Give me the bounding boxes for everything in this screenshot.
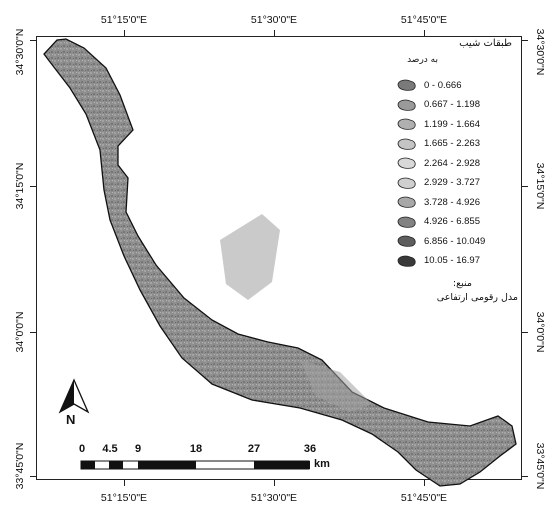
scale-tick-label: 36	[303, 443, 317, 455]
tick	[30, 40, 36, 41]
lat-label-left: 34°30'0"N	[14, 28, 26, 76]
legend-swatch	[396, 216, 418, 228]
tick	[30, 476, 36, 477]
legend-item: 2.929 - 3.727	[396, 176, 480, 190]
legend-subtitle: به درصد	[407, 55, 438, 65]
legend-source-text: مدل رقومی ارتفاعی	[436, 292, 518, 303]
legend-item: 10.05 - 16.97	[396, 254, 480, 268]
tick	[424, 30, 425, 36]
legend-item-label: 2.264 - 2.928	[424, 157, 480, 169]
lighter-terrain-patch	[300, 360, 372, 412]
tick	[522, 186, 528, 187]
tick	[274, 480, 275, 486]
north-arrow-icon	[58, 378, 90, 414]
lighter-terrain-patch	[220, 214, 280, 300]
north-letter: N	[66, 412, 76, 427]
legend-swatch	[396, 99, 418, 111]
scale-tick-label: 27	[247, 443, 261, 455]
legend-title: طبقات شیب	[459, 38, 512, 49]
legend-item-label: 6.856 - 10.049	[424, 235, 486, 247]
lon-label-bottom: 51°30'0"E	[250, 492, 298, 504]
tick	[30, 186, 36, 187]
lon-label-bottom: 51°45'0"E	[400, 492, 448, 504]
north-arrow: N	[56, 378, 92, 428]
scale-tick-label: 18	[189, 443, 203, 455]
tick	[274, 30, 275, 36]
scale-tick-label: 0	[78, 443, 86, 455]
tick	[124, 30, 125, 36]
legend-source-label: منبع:	[452, 278, 472, 289]
study-area-boundary	[43, 38, 517, 487]
legend-swatch	[396, 235, 418, 247]
legend-item-label: 3.728 - 4.926	[424, 196, 480, 208]
lat-label-left: 34°15'0"N	[14, 162, 26, 210]
legend-item: 1.665 - 2.263	[396, 137, 480, 151]
lon-label-top: 51°45'0"E	[400, 14, 448, 26]
legend-item-label: 1.199 - 1.664	[424, 118, 480, 130]
legend-swatch	[396, 177, 418, 189]
tick	[522, 40, 528, 41]
lon-label-bottom: 51°15'0"E	[100, 492, 148, 504]
lat-label-right: 34°15'0"N	[534, 162, 546, 210]
legend-item-label: 10.05 - 16.97	[424, 255, 480, 266]
legend-item: 4.926 - 6.855	[396, 215, 480, 229]
lat-label-left: 34°0'0"N	[14, 311, 26, 353]
legend-item-label: 4.926 - 6.855	[424, 216, 480, 227]
scale-tick-label: 4.5	[102, 443, 118, 455]
lat-label-right: 34°0'0"N	[534, 311, 546, 353]
legend-item: 3.728 - 4.926	[396, 195, 480, 209]
legend-swatch	[396, 118, 418, 130]
legend-item: 1.199 - 1.664	[396, 117, 480, 131]
legend-swatch	[396, 157, 418, 169]
lat-label-left: 33°45'0"N	[14, 442, 26, 490]
legend-item-label: 2.929 - 3.727	[424, 177, 480, 188]
lon-label-top: 51°15'0"E	[100, 14, 148, 26]
legend-item: 2.264 - 2.928	[396, 156, 480, 170]
scale-unit: km	[314, 458, 330, 470]
tick	[522, 332, 528, 333]
lat-label-right: 33°45'0"N	[534, 442, 546, 490]
tick	[424, 480, 425, 486]
legend-item-label: 1.665 - 2.263	[424, 138, 480, 149]
legend-item: 0 - 0.666	[396, 78, 462, 92]
tick	[522, 476, 528, 477]
legend-swatch	[396, 138, 418, 150]
legend-item: 6.856 - 10.049	[396, 234, 485, 248]
scale-bar	[80, 460, 310, 470]
scale-tick-label: 9	[134, 443, 142, 455]
legend-swatch	[396, 255, 418, 267]
legend-item-label: 0 - 0.666	[424, 79, 462, 91]
legend-item-label: 0.667 - 1.198	[424, 99, 480, 110]
legend-swatch	[396, 79, 418, 91]
tick	[30, 332, 36, 333]
map-legend: طبقات شیب به درصد 0 - 0.666 0.667 - 1.198…	[390, 38, 520, 303]
lon-label-top: 51°30'0"E	[250, 14, 298, 26]
legend-item: 0.667 - 1.198	[396, 98, 480, 112]
lat-label-right: 34°30'0"N	[534, 28, 546, 76]
legend-swatch	[396, 196, 418, 208]
tick	[124, 480, 125, 486]
